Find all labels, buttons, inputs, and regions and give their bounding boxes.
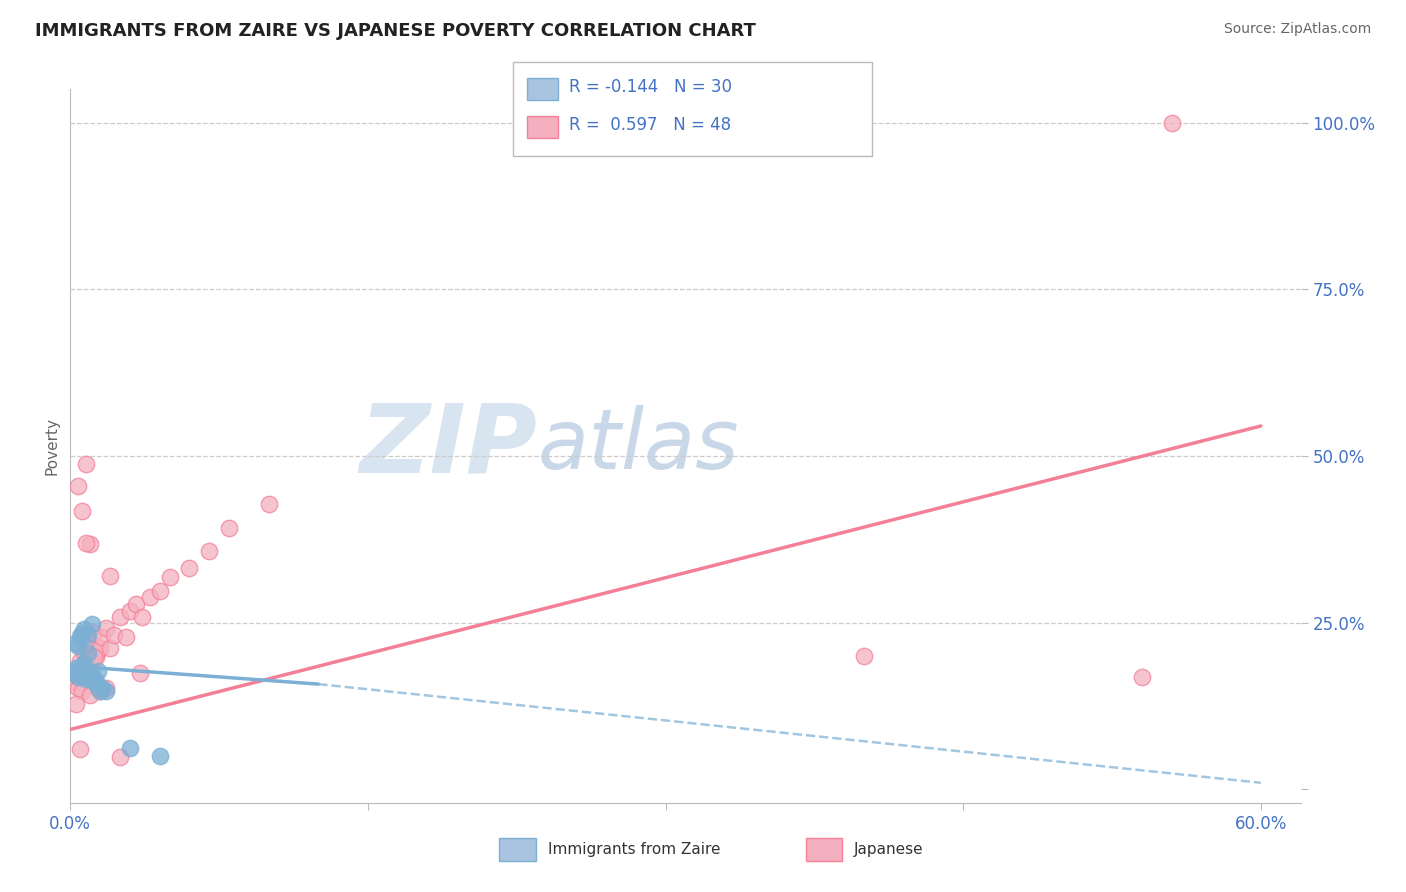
Point bbox=[65, 667, 87, 681]
Point bbox=[73, 623, 96, 637]
Point bbox=[149, 583, 172, 598]
Point bbox=[70, 504, 93, 518]
Point bbox=[84, 674, 107, 689]
Point bbox=[79, 665, 101, 680]
Point bbox=[91, 681, 114, 695]
Point bbox=[79, 537, 101, 551]
Point bbox=[65, 661, 87, 675]
Point bbox=[118, 741, 141, 756]
Point bbox=[73, 646, 96, 660]
Text: atlas: atlas bbox=[537, 406, 740, 486]
Point bbox=[257, 497, 280, 511]
Point bbox=[115, 631, 138, 645]
Point bbox=[67, 670, 90, 684]
Point bbox=[94, 683, 117, 698]
Text: ZIP: ZIP bbox=[360, 400, 537, 492]
Point bbox=[77, 628, 100, 642]
Point bbox=[103, 628, 125, 642]
Text: R =  0.597   N = 48: R = 0.597 N = 48 bbox=[569, 116, 731, 134]
Point bbox=[84, 677, 107, 691]
Point bbox=[73, 656, 96, 670]
Y-axis label: Poverty: Poverty bbox=[44, 417, 59, 475]
Point bbox=[128, 665, 150, 680]
Point bbox=[75, 457, 97, 471]
Point bbox=[75, 667, 97, 681]
Point bbox=[77, 632, 100, 647]
Point bbox=[89, 683, 111, 698]
Point bbox=[75, 535, 97, 549]
Point bbox=[70, 659, 93, 673]
Point bbox=[84, 650, 107, 665]
Point bbox=[67, 681, 90, 695]
Point bbox=[75, 654, 97, 668]
Point bbox=[69, 629, 91, 643]
Point bbox=[82, 641, 104, 656]
Point bbox=[67, 479, 90, 493]
Point bbox=[87, 644, 110, 658]
Point bbox=[82, 667, 104, 681]
Point bbox=[67, 639, 90, 653]
Point bbox=[1130, 670, 1153, 684]
Point bbox=[87, 681, 110, 695]
Text: IMMIGRANTS FROM ZAIRE VS JAPANESE POVERTY CORRELATION CHART: IMMIGRANTS FROM ZAIRE VS JAPANESE POVERT… bbox=[35, 22, 756, 40]
Point bbox=[70, 667, 93, 681]
Point bbox=[79, 654, 101, 668]
Point bbox=[83, 650, 105, 665]
Point bbox=[79, 688, 101, 702]
Point bbox=[65, 697, 87, 711]
Point bbox=[94, 621, 117, 635]
Point bbox=[65, 636, 87, 650]
Point bbox=[83, 625, 105, 640]
Point bbox=[98, 641, 121, 656]
Point bbox=[79, 670, 101, 684]
Point bbox=[179, 561, 201, 575]
Text: Japanese: Japanese bbox=[853, 842, 924, 856]
Point bbox=[63, 674, 86, 689]
Point bbox=[75, 673, 97, 687]
Point bbox=[108, 610, 131, 624]
Point bbox=[73, 662, 96, 676]
Point bbox=[83, 674, 105, 689]
Point bbox=[118, 604, 141, 618]
Point bbox=[94, 681, 117, 695]
Text: Source: ZipAtlas.com: Source: ZipAtlas.com bbox=[1223, 22, 1371, 37]
Point bbox=[159, 570, 181, 584]
Point bbox=[108, 750, 131, 764]
Point bbox=[149, 749, 172, 764]
Point bbox=[70, 683, 93, 698]
Point bbox=[853, 649, 876, 664]
Point bbox=[125, 597, 148, 611]
Point bbox=[70, 669, 93, 683]
Point bbox=[91, 631, 114, 645]
Point bbox=[89, 641, 111, 656]
Point bbox=[87, 664, 110, 678]
Point bbox=[69, 654, 91, 668]
Point bbox=[98, 569, 121, 583]
Text: R = -0.144   N = 30: R = -0.144 N = 30 bbox=[569, 78, 733, 96]
Point bbox=[69, 742, 91, 756]
Point bbox=[63, 665, 86, 680]
Point bbox=[138, 591, 160, 605]
Point bbox=[1160, 115, 1182, 129]
Text: Immigrants from Zaire: Immigrants from Zaire bbox=[548, 842, 721, 856]
Point bbox=[77, 646, 100, 660]
Point bbox=[69, 664, 91, 678]
Point bbox=[82, 617, 104, 632]
Point bbox=[218, 521, 240, 535]
Point bbox=[198, 543, 221, 558]
Point bbox=[131, 610, 153, 624]
Point bbox=[70, 625, 93, 640]
Point bbox=[89, 683, 111, 698]
